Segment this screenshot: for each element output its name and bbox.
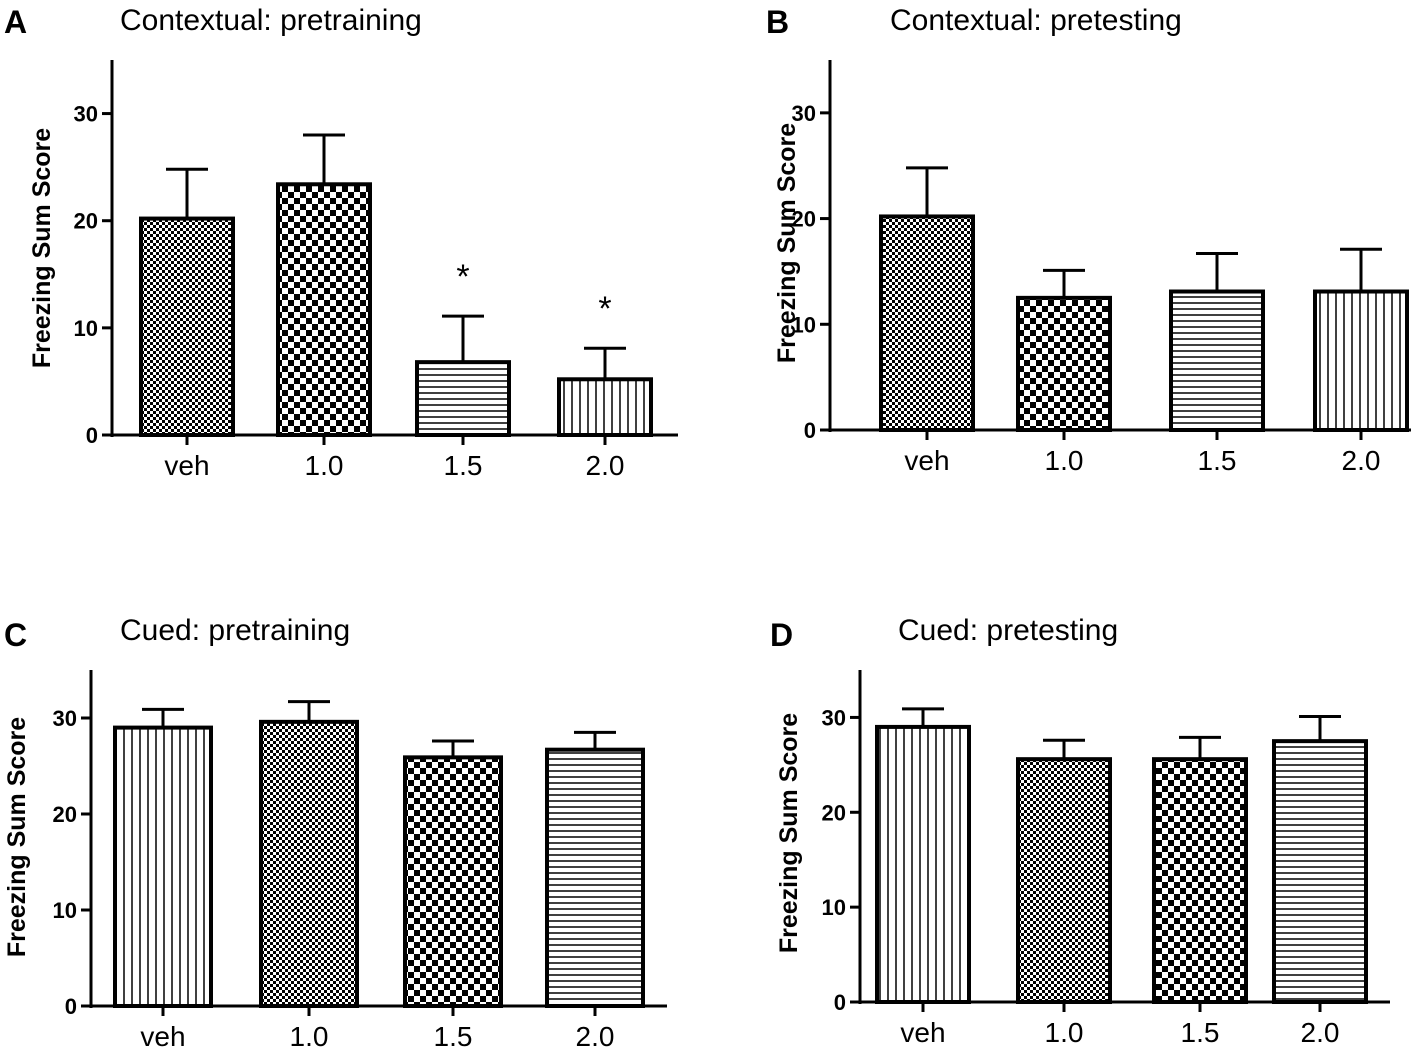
y-tick-label: 20 — [74, 209, 98, 234]
y-tick-label: 0 — [65, 994, 77, 1019]
panel-c: C Cued: pretraining Freezing Sum Score 0… — [0, 600, 700, 1055]
chart-title-c: Cued: pretraining — [120, 614, 350, 647]
significance-marker: * — [598, 290, 611, 328]
chart-a: A Contextual: pretraining Freezing Sum S… — [4, 4, 678, 481]
bar-1.5 — [1169, 289, 1265, 432]
panel-letter-d: D — [770, 617, 793, 653]
x-tick-label: 2.0 — [1301, 1017, 1340, 1048]
y-axis-label-a: Freezing Sum Score — [28, 128, 56, 368]
y-tick-label: 30 — [53, 706, 77, 731]
x-tick-label: 1.5 — [434, 1021, 473, 1052]
bar-2.0 — [1272, 739, 1368, 1004]
x-tick-label: 1.0 — [1045, 1017, 1084, 1048]
panel-b: B Contextual: pretesting Freezing Sum Sc… — [700, 0, 1415, 520]
bar-veh — [139, 216, 235, 437]
x-tick-label: 1.0 — [305, 450, 344, 481]
x-tick-label: 1.0 — [1045, 445, 1084, 476]
chart-d: D Cued: pretesting Freezing Sum Score 0 1… — [770, 614, 1390, 1048]
x-tick-label: 2.0 — [586, 450, 625, 481]
chart-b: B Contextual: pretesting Freezing Sum Sc… — [766, 4, 1411, 476]
bar-1.5 — [1152, 757, 1248, 1004]
bar-1.0 — [1016, 757, 1112, 1004]
panel-letter-b: B — [766, 4, 789, 40]
x-tick-label: 1.5 — [1181, 1017, 1220, 1048]
y-tick-label: 30 — [792, 101, 816, 126]
x-tick-label: veh — [164, 450, 209, 481]
y-axis-label-c: Freezing Sum Score — [3, 717, 31, 957]
x-tick-label: 1.0 — [290, 1021, 329, 1052]
bar-1.5 — [403, 755, 503, 1008]
x-tick-label: 1.5 — [1198, 445, 1237, 476]
y-tick-label: 30 — [822, 705, 846, 730]
panel-letter-c: C — [4, 617, 27, 653]
chart-title-d: Cued: pretesting — [898, 614, 1118, 647]
y-tick-label: 0 — [86, 423, 98, 448]
y-tick-label: 20 — [792, 207, 816, 232]
bar-veh — [879, 214, 975, 432]
x-tick-label: veh — [904, 445, 949, 476]
y-tick-label: 10 — [792, 312, 816, 337]
bar-2.0 — [1313, 289, 1409, 432]
bar-2.0 — [557, 377, 653, 437]
bar-1.0 — [259, 719, 359, 1008]
y-tick-label: 20 — [822, 800, 846, 825]
chart-title-a: Contextual: pretraining — [120, 4, 422, 37]
x-tick-label: 2.0 — [1342, 445, 1381, 476]
y-tick-label: 10 — [53, 898, 77, 923]
chart-title-b: Contextual: pretesting — [890, 4, 1182, 37]
y-tick-label: 10 — [822, 895, 846, 920]
chart-c: C Cued: pretraining Freezing Sum Score 0… — [3, 614, 667, 1052]
y-tick-label: 20 — [53, 802, 77, 827]
panel-letter-a: A — [4, 4, 27, 40]
y-tick-label: 10 — [74, 316, 98, 341]
bar-2.0 — [545, 747, 645, 1008]
x-tick-label: veh — [900, 1017, 945, 1048]
panel-a: A Contextual: pretraining Freezing Sum S… — [0, 0, 700, 520]
y-tick-label: 30 — [74, 102, 98, 127]
x-tick-label: veh — [140, 1021, 185, 1052]
bar-veh — [875, 724, 971, 1005]
y-tick-label: 0 — [834, 990, 846, 1015]
panel-d: D Cued: pretesting Freezing Sum Score 0 1… — [700, 600, 1415, 1055]
significance-marker: * — [456, 258, 469, 296]
bar-veh — [113, 725, 213, 1008]
y-axis-label-d: Freezing Sum Score — [775, 713, 803, 953]
bar-1.0 — [276, 182, 372, 437]
x-tick-label: 1.5 — [444, 450, 483, 481]
bar-1.0 — [1016, 295, 1112, 432]
y-axis-label-b: Freezing Sum Score — [773, 123, 801, 363]
y-tick-label: 0 — [804, 418, 816, 443]
bar-1.5 — [415, 360, 511, 437]
x-tick-label: 2.0 — [576, 1021, 615, 1052]
